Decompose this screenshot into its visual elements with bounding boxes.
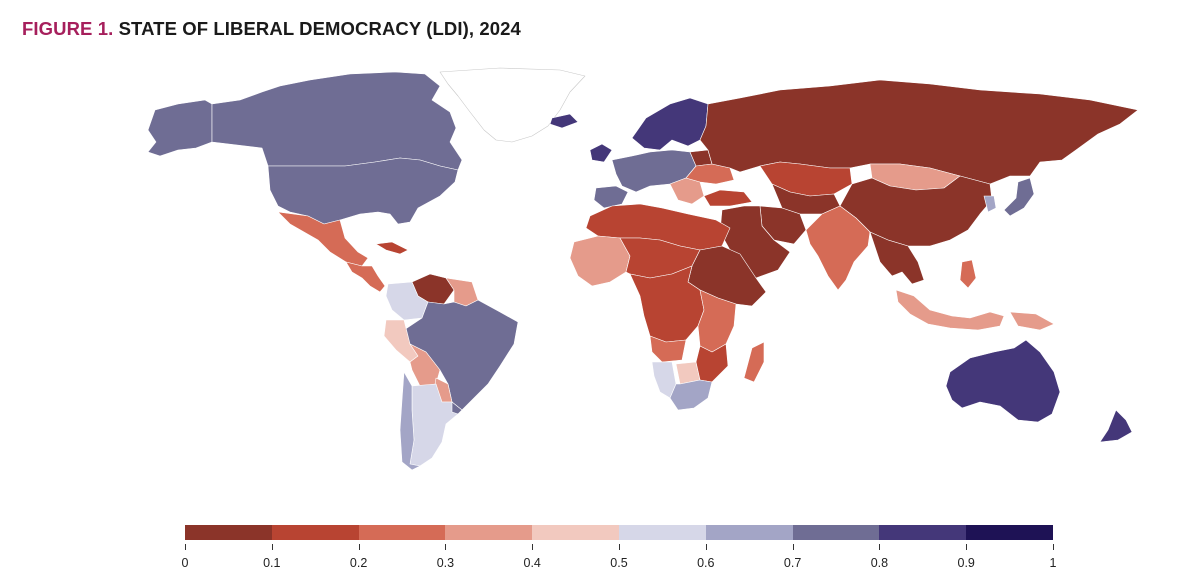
legend-tick-label: 0.5 — [610, 556, 628, 570]
legend-tick-mark — [705, 544, 707, 550]
map-region-madagascar — [743, 341, 765, 383]
map-region-cuba — [375, 241, 409, 255]
legend-swatch — [271, 525, 359, 540]
map-region-west-africa — [569, 235, 631, 287]
map-region-indonesia — [895, 289, 1005, 331]
map-region-iceland — [549, 113, 579, 129]
legend-tick-mark — [966, 544, 968, 550]
map-region-iberia — [593, 185, 629, 209]
legend-tick-label: 1 — [1049, 556, 1057, 570]
map-region-australia — [945, 339, 1061, 423]
legend-swatch — [879, 525, 967, 540]
legend-tick-mark — [879, 544, 881, 550]
legend-tick-mark — [185, 544, 186, 550]
map-region-scandinavia — [631, 97, 709, 151]
legend-ticks: 0 0.1 0.2 0.3 0.4 0.5 0.6 0.7 0.8 0.9 1 — [181, 544, 1056, 574]
legend-swatch — [705, 525, 793, 540]
legend-swatch — [532, 525, 619, 540]
map-region-united-states — [267, 157, 459, 225]
legend-tick-mark — [358, 544, 360, 550]
map-region-new-zealand — [1099, 409, 1133, 443]
map-region-ireland — [589, 143, 613, 163]
map-region-south-africa — [669, 379, 713, 411]
world-map — [147, 67, 1139, 471]
map-region-chile — [399, 371, 421, 471]
figure-title-text: STATE OF LIBERAL DEMOCRACY (LDI), 2024 — [118, 18, 521, 39]
legend-tick-label: 0.8 — [870, 556, 889, 570]
map-region-canada — [211, 71, 463, 171]
map-region-papua-new-guinea — [1009, 311, 1055, 331]
legend-tick-mark — [271, 544, 273, 550]
map-region-greenland — [439, 67, 586, 143]
map-region-turkey — [703, 189, 753, 207]
legend-tick-label: 0.9 — [957, 556, 975, 570]
map-region-central-america — [345, 261, 386, 293]
map-region-alaska — [147, 99, 213, 157]
legend-tick-mark — [532, 544, 534, 550]
legend-tick-label: 0.3 — [436, 556, 455, 570]
legend-tick-label: 0.2 — [349, 556, 368, 570]
legend-swatch — [792, 525, 880, 540]
legend-tick-mark — [1053, 544, 1054, 550]
legend-tick-label: 0.7 — [783, 556, 802, 570]
map-region-philippines — [959, 259, 977, 289]
map-region-mozambique — [695, 343, 729, 383]
legend-tick-mark — [792, 544, 794, 550]
legend-tick-label: 0.6 — [697, 556, 715, 570]
legend-tick-label: 0 — [181, 556, 189, 570]
legend-tick-label: 0.1 — [263, 556, 281, 570]
map-region-southeast-asia — [869, 231, 925, 285]
map-region-korea — [983, 195, 997, 213]
legend-swatch — [618, 525, 706, 540]
legend-swatch — [185, 525, 272, 540]
legend-swatch — [966, 525, 1053, 540]
map-region-russia — [699, 79, 1139, 185]
legend-swatch — [445, 525, 533, 540]
color-scale-legend — [185, 525, 1053, 540]
map-region-angola — [649, 335, 687, 363]
legend-swatch — [358, 525, 446, 540]
map-region-japan — [1003, 177, 1035, 217]
legend-tick-mark — [619, 544, 620, 550]
figure-title: FIGURE 1. STATE OF LIBERAL DEMOCRACY (LD… — [22, 18, 521, 40]
map-region-india — [805, 205, 871, 291]
map-region-uruguay — [451, 401, 463, 415]
map-region-mexico — [277, 211, 369, 267]
figure-number: FIGURE 1. — [22, 18, 114, 39]
legend-tick-mark — [445, 544, 447, 550]
legend-tick-label: 0.4 — [523, 556, 541, 570]
